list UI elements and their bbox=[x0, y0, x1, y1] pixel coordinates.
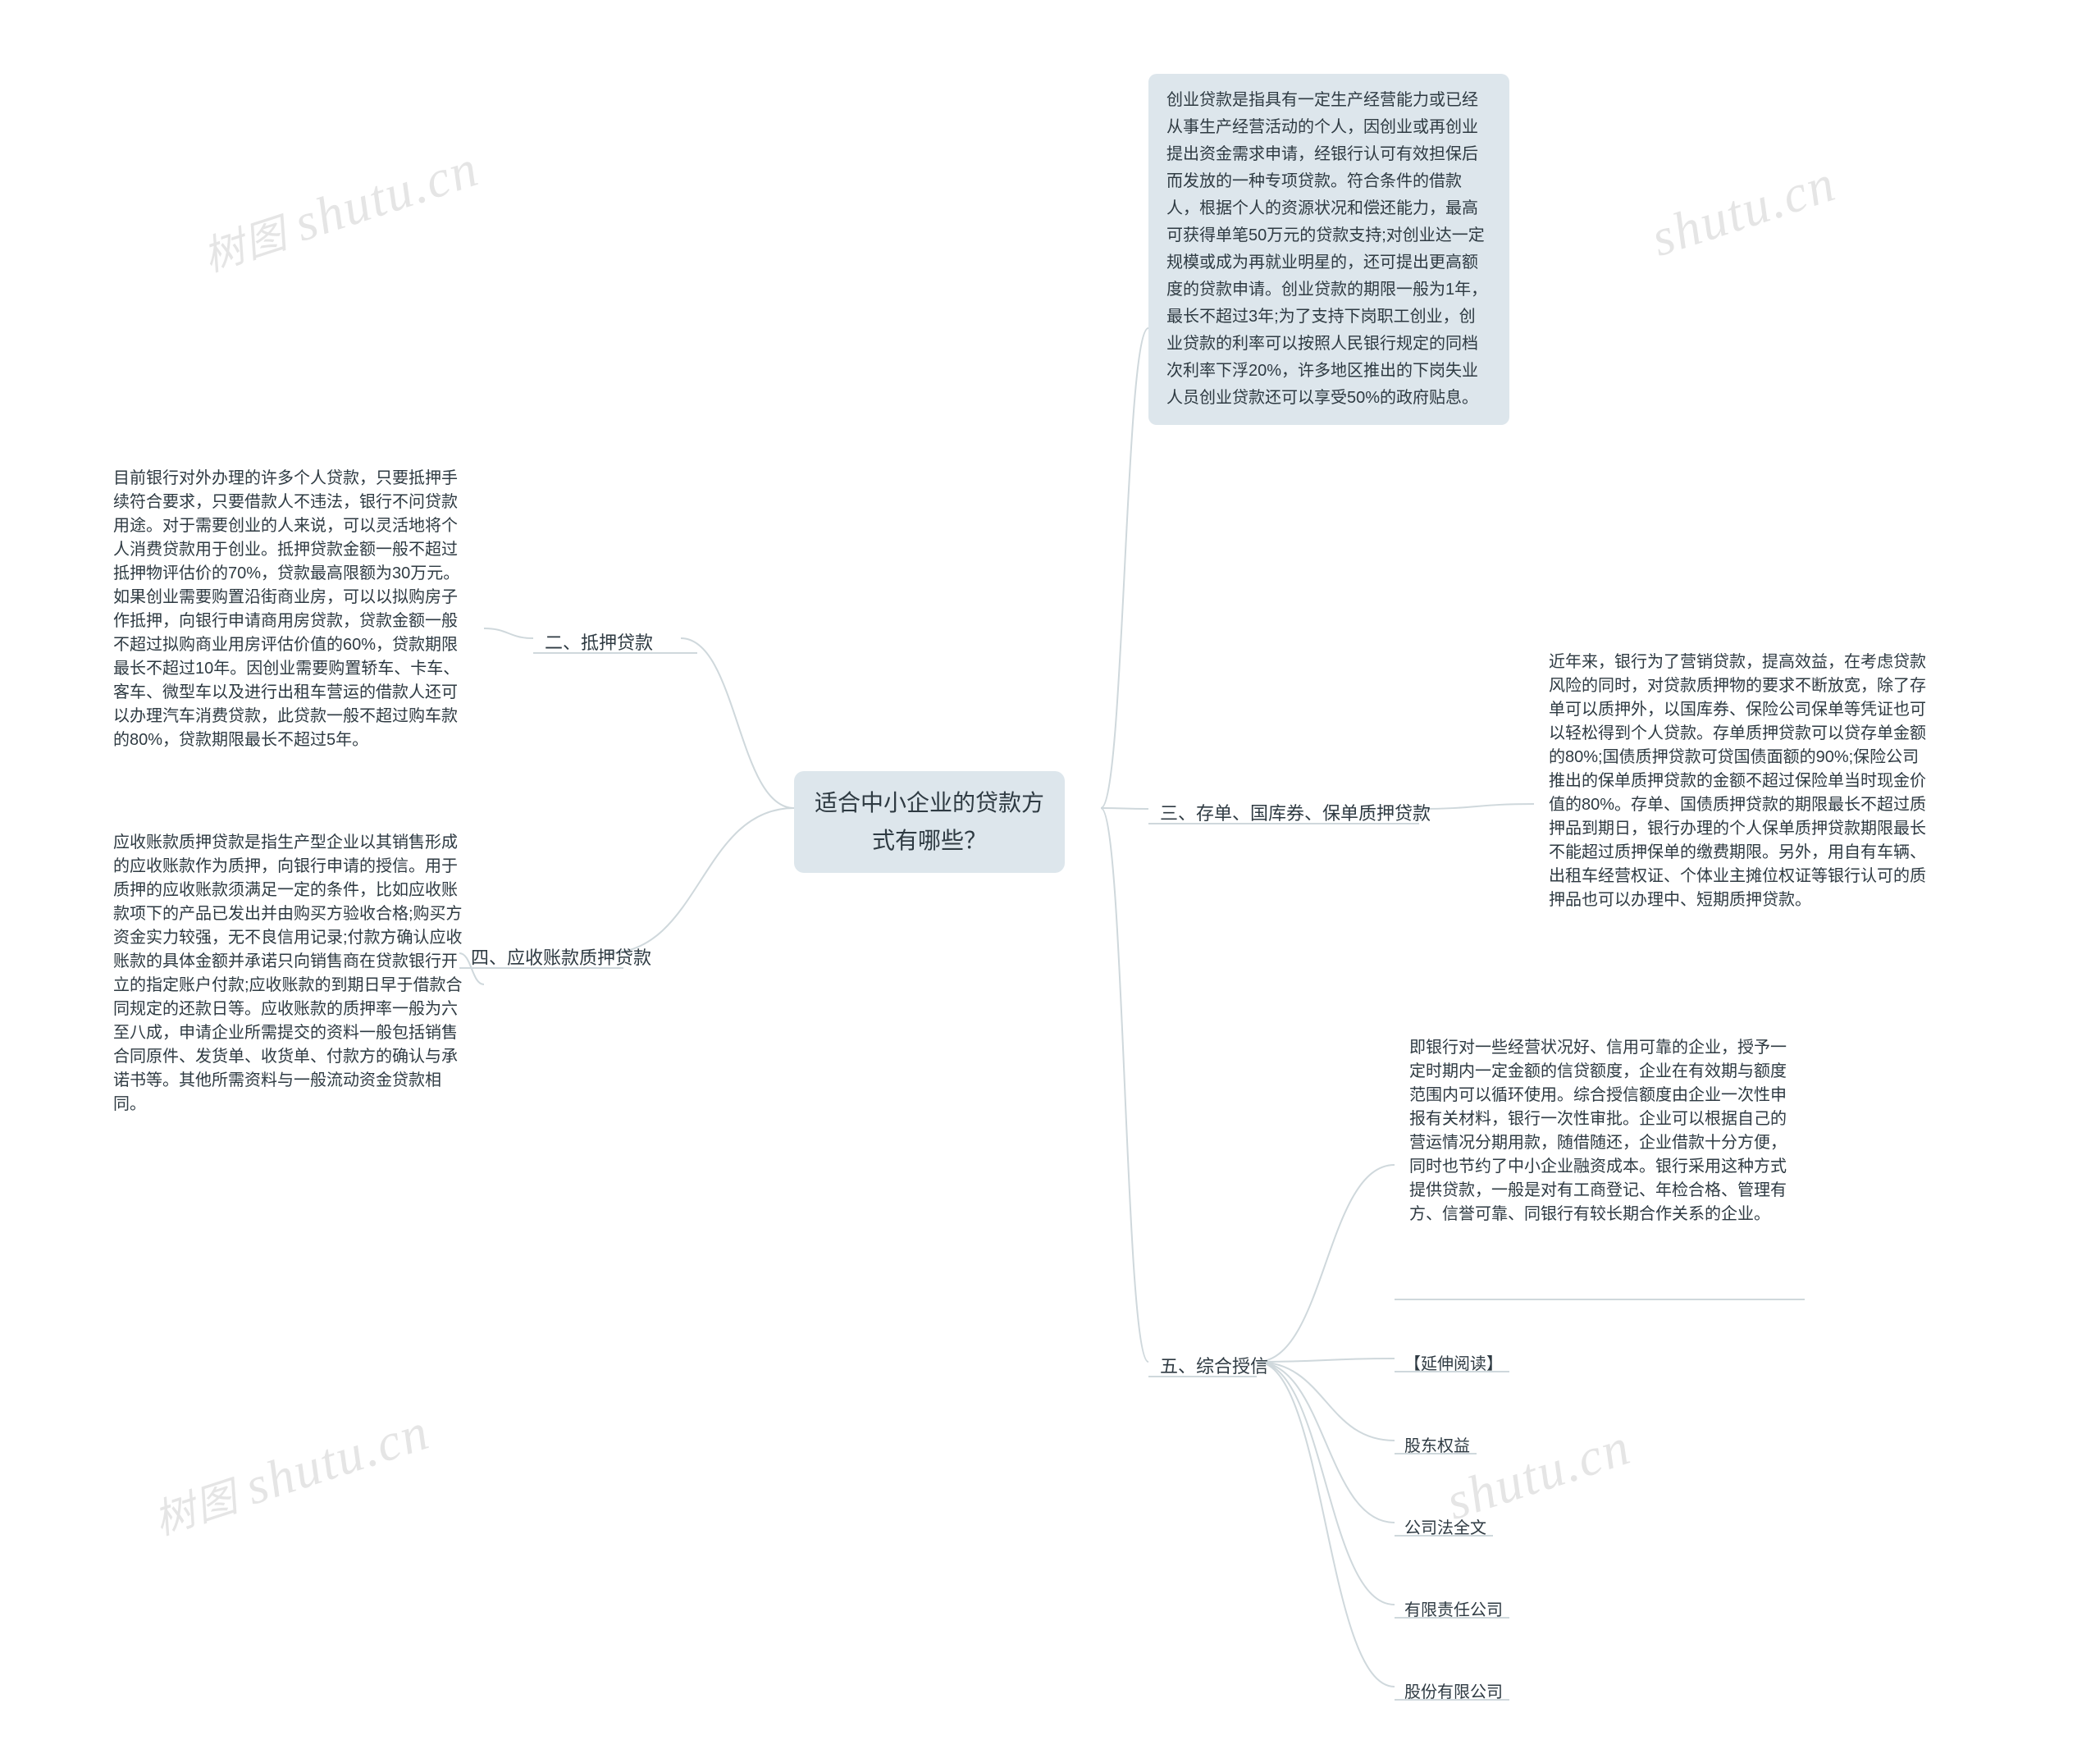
right-branch-2-child-5: 股份有限公司 bbox=[1395, 1674, 1513, 1707]
left-branch-leaf-0: 目前银行对外办理的许多个人贷款，只要抵押手续符合要求，只要借款人不违法，银行不问… bbox=[98, 456, 484, 758]
left-branch-leaf-1-text: 应收账款质押贷款是指生产型企业以其销售形成的应收账款作为质押，向银行申请的授信。… bbox=[98, 820, 484, 1122]
root-text: 适合中小企业的贷款方式有哪些？ bbox=[794, 771, 1065, 873]
right-branch-leaf-1: 近年来，银行为了营销贷款，提高效益，在考虑贷款风险的同时，对贷款质押物的要求不断… bbox=[1534, 640, 1944, 918]
watermark-0: 树图 shutu.cn bbox=[194, 138, 486, 284]
watermark-2: 树图 shutu.cn bbox=[145, 1401, 436, 1547]
right-branch-2-child-2-text: 股东权益 bbox=[1395, 1427, 1480, 1461]
connector bbox=[484, 628, 533, 638]
right-branch-2-child-4: 有限责任公司 bbox=[1395, 1591, 1513, 1625]
left-branch-label-1: 四、应收账款质押贷款 bbox=[459, 937, 663, 976]
connector bbox=[1101, 808, 1148, 809]
right-branch-2-child-4-text: 有限责任公司 bbox=[1395, 1591, 1513, 1625]
connector bbox=[1257, 1362, 1395, 1605]
right-branch-2-child-3: 公司法全文 bbox=[1395, 1509, 1496, 1543]
right-branch-label-2: 五、综合授信 bbox=[1148, 1345, 1280, 1385]
watermark-1: shutu.cn bbox=[1644, 153, 1843, 269]
right-branch-2-child-0-text: 即银行对一些经营状况好、信用可靠的企业，授予一定时期内一定金额的信贷额度，企业在… bbox=[1395, 1025, 1805, 1232]
right-branch-leaf-0: 创业贷款是指具有一定生产经营能力或已经从事生产经营活动的个人，因创业或再创业提出… bbox=[1148, 74, 1509, 425]
left-branch-leaf-1: 应收账款质押贷款是指生产型企业以其销售形成的应收账款作为质押，向银行申请的授信。… bbox=[98, 820, 484, 1122]
right-branch-leaf-0-text: 创业贷款是指具有一定生产经营能力或已经从事生产经营活动的个人，因创业或再创业提出… bbox=[1148, 74, 1509, 425]
right-branch-2-child-1: 【延伸阅读】 bbox=[1395, 1345, 1513, 1379]
right-branch-label-2-text: 五、综合授信 bbox=[1148, 1345, 1280, 1385]
left-branch-label-1-text: 四、应收账款质押贷款 bbox=[459, 937, 663, 976]
right-branch-2-child-5-text: 股份有限公司 bbox=[1395, 1674, 1513, 1707]
right-branch-2-child-2: 股东权益 bbox=[1395, 1427, 1480, 1461]
connector bbox=[1101, 808, 1148, 1362]
right-branch-2-child-3-text: 公司法全文 bbox=[1395, 1509, 1496, 1543]
root-node: 适合中小企业的贷款方式有哪些？ bbox=[794, 771, 1065, 873]
right-branch-2-child-1-text: 【延伸阅读】 bbox=[1395, 1345, 1513, 1379]
right-branch-leaf-1-text: 近年来，银行为了营销贷款，提高效益，在考虑贷款风险的同时，对贷款质押物的要求不断… bbox=[1534, 640, 1944, 918]
connector bbox=[1257, 1165, 1395, 1362]
connector bbox=[1101, 328, 1148, 808]
connector bbox=[681, 638, 794, 808]
right-branch-label-1: 三、存单、国库券、保单质押贷款 bbox=[1148, 792, 1442, 832]
connector bbox=[1257, 1362, 1395, 1687]
right-branch-2-child-0: 即银行对一些经营状况好、信用可靠的企业，授予一定时期内一定金额的信贷额度，企业在… bbox=[1395, 1025, 1805, 1232]
right-branch-label-1-text: 三、存单、国库券、保单质押贷款 bbox=[1148, 792, 1442, 832]
connector bbox=[607, 808, 794, 953]
connector bbox=[1257, 1362, 1395, 1523]
left-branch-label-0: 二、抵押贷款 bbox=[533, 622, 664, 661]
left-branch-label-0-text: 二、抵押贷款 bbox=[533, 622, 664, 661]
left-branch-leaf-0-text: 目前银行对外办理的许多个人贷款，只要抵押手续符合要求，只要借款人不违法，银行不问… bbox=[98, 456, 484, 758]
